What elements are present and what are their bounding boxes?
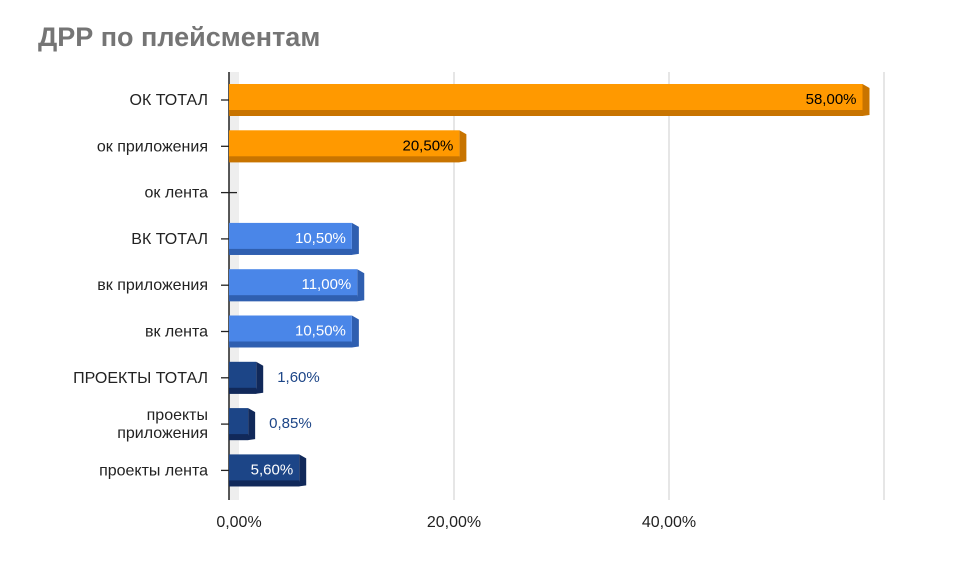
data-label: 10,50% — [295, 323, 346, 340]
category-label: вк приложения — [97, 277, 208, 294]
bar-side-face — [248, 408, 256, 441]
bar — [229, 315, 352, 344]
bar-base — [229, 434, 249, 441]
bar — [229, 269, 358, 298]
data-label: 20,50% — [403, 137, 454, 154]
data-label: 58,00% — [806, 91, 857, 108]
bar-side-face — [299, 454, 307, 487]
bar-base — [229, 295, 358, 302]
category-label: проекты лента — [99, 462, 208, 479]
bar-base — [229, 480, 300, 487]
bar — [229, 408, 249, 437]
category-label: ПРОЕКТЫ ТОТАЛ — [73, 370, 208, 387]
bar-layer — [229, 84, 870, 487]
bar-side-face — [351, 315, 359, 348]
bar-base — [229, 341, 352, 348]
data-label: 5,60% — [251, 461, 294, 478]
category-label: вк лента — [145, 324, 208, 341]
bar — [229, 361, 257, 390]
category-label: приложения — [117, 425, 208, 442]
data-label: 11,00% — [301, 276, 351, 293]
bar-base — [229, 248, 352, 255]
bar — [229, 130, 460, 159]
data-label: 1,60% — [277, 369, 320, 386]
data-label: 0,85% — [269, 415, 312, 432]
bar-base — [229, 387, 257, 394]
data-label: 10,50% — [295, 230, 346, 247]
x-tick-label: 0,00% — [216, 514, 261, 531]
chart-title: ДРР по плейсментам — [38, 22, 321, 52]
category-label: ОК ТОТАЛ — [130, 92, 208, 109]
bar — [229, 84, 863, 112]
category-label: ок лента — [145, 185, 209, 202]
category-label: ВК ТОТАЛ — [131, 231, 208, 248]
bar-base — [229, 110, 863, 116]
x-tick-label: 20,00% — [427, 514, 481, 531]
label-layer: ОК ТОТАЛ 58,00% ок приложения 20,50% ок лент… — [73, 91, 856, 479]
bar — [229, 454, 300, 483]
bar-base — [229, 156, 460, 163]
bar — [229, 222, 352, 251]
category-label: ок приложения — [97, 138, 208, 155]
bar-side-face — [256, 361, 264, 394]
bar-side-face — [862, 84, 870, 116]
bar-side-face — [357, 269, 365, 302]
x-tick-label: 40,00% — [642, 514, 696, 531]
bar-side-face — [459, 130, 467, 163]
bar-side-face — [351, 222, 359, 255]
category-label: проекты — [147, 407, 208, 424]
